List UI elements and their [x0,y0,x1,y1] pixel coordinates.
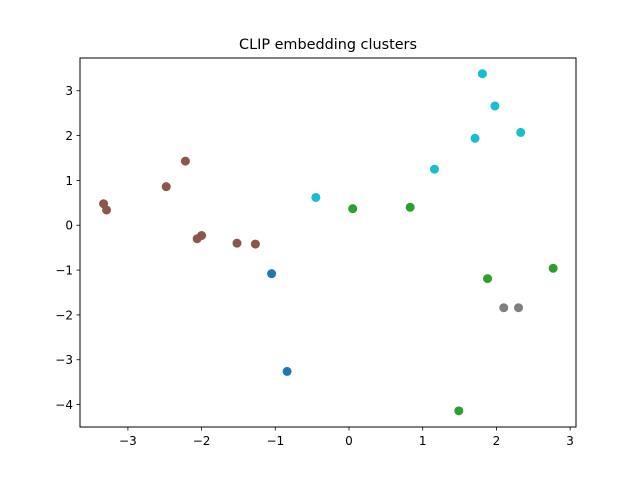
axis-ticks: −3 −2 −1 0 1 2 3 −4 −3 −2 −1 0 1 2 3 [55,84,574,448]
scatter-point [267,269,277,279]
data-points [99,69,558,416]
scatter-point [197,231,207,241]
y-tick-label: −4 [55,398,73,412]
scatter-point [490,101,500,111]
y-tick-label: 0 [65,219,73,233]
x-tick-label: 1 [419,434,427,448]
scatter-point [499,303,509,313]
x-tick-label: −1 [266,434,284,448]
scatter-point [477,69,487,79]
scatter-point [454,406,464,416]
scatter-point [470,133,480,143]
y-tick-label: 2 [65,129,73,143]
scatter-point [102,205,112,215]
plot-area-frame [79,57,577,428]
x-tick-label: 3 [566,434,574,448]
scatter-point [311,192,321,202]
scatter-point [180,156,190,166]
y-tick-label: −2 [55,308,73,322]
scatter-point [232,238,242,248]
x-tick-label: 0 [345,434,353,448]
y-tick-label: 3 [65,84,73,98]
x-tick-label: −3 [119,434,137,448]
scatter-point [514,303,524,313]
y-tick-label: 1 [65,174,73,188]
scatter-point [516,127,526,137]
scatter-point [250,239,260,249]
x-tick-label: −2 [193,434,211,448]
y-tick-label: −3 [55,353,73,367]
scatter-point [282,366,292,376]
scatter-point [483,274,493,284]
scatter-point [548,263,558,273]
scatter-point [405,202,415,212]
chart-title: CLIP embedding clusters [239,37,417,53]
scatter-point [348,204,358,214]
x-tick-label: 2 [493,434,501,448]
y-tick-label: −1 [55,264,73,278]
scatter-point [161,182,171,192]
scatter-point [429,164,439,174]
